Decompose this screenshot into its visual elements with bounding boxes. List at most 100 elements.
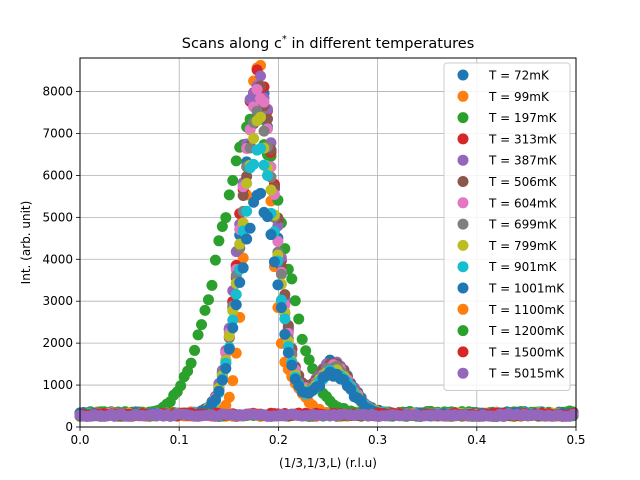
data-point — [251, 83, 263, 95]
y-tick-label: 2000 — [42, 336, 73, 350]
data-point — [289, 295, 301, 307]
data-point — [258, 125, 270, 137]
legend-marker — [457, 154, 469, 166]
data-point — [272, 235, 284, 247]
data-point — [237, 262, 249, 274]
data-point — [248, 132, 260, 144]
x-tick-label: 0.0 — [70, 433, 89, 447]
legend-label: T = 901mK — [488, 260, 558, 274]
data-point — [567, 408, 579, 420]
data-point — [237, 252, 249, 264]
legend-label: T = 5015mK — [488, 367, 565, 381]
data-point — [185, 357, 197, 369]
data-point — [255, 142, 267, 154]
data-point — [255, 111, 267, 123]
data-point — [241, 233, 253, 245]
data-point — [213, 385, 225, 397]
data-point — [227, 322, 239, 334]
data-point — [275, 268, 287, 280]
y-tick-label: 8000 — [42, 85, 73, 99]
y-tick-label: 5000 — [42, 210, 73, 224]
data-point — [209, 393, 221, 405]
data-point — [175, 380, 187, 392]
data-point — [282, 347, 294, 359]
data-point — [255, 70, 267, 82]
legend-marker — [457, 218, 469, 230]
data-point — [199, 304, 211, 316]
data-point — [216, 220, 228, 232]
data-point — [223, 391, 235, 403]
legend-marker — [457, 197, 469, 209]
legend-label: T = 1200mK — [488, 324, 565, 338]
legend-label: T = 99mK — [488, 90, 550, 104]
legend-marker — [457, 69, 469, 81]
axis-ticks: 0.0 0.1 0.2 0.3 0.4 0.5 0 1000 2000 3000 4000 5000 6… — [42, 85, 585, 447]
legend-marker — [457, 303, 469, 315]
legend-marker — [457, 176, 469, 187]
y-tick-label: 7000 — [42, 126, 73, 140]
legend-marker — [457, 367, 469, 379]
x-axis-label: (1/3,1/3,L) (r.l.u) — [279, 456, 377, 470]
y-tick-label: 0 — [65, 420, 73, 434]
data-point — [258, 96, 270, 108]
data-point — [234, 276, 246, 288]
data-point — [244, 222, 256, 234]
data-point — [202, 294, 214, 306]
data-point — [230, 299, 242, 311]
legend-label: T = 197mK — [488, 111, 558, 125]
y-tick-label: 6000 — [42, 168, 73, 182]
data-point — [227, 314, 239, 326]
data-point — [209, 254, 221, 266]
data-point — [220, 212, 232, 224]
legend: T = 72mK T = 99mK T = 197mK T = 313mK T = 38… — [443, 62, 571, 391]
chart-title-superscript: * — [282, 34, 287, 45]
legend-marker — [457, 133, 469, 145]
x-tick-label: 0.3 — [368, 433, 387, 447]
legend-label: T = 1001mK — [488, 282, 565, 296]
data-point — [296, 333, 308, 345]
y-tick-label: 4000 — [42, 252, 73, 266]
legend-marker — [457, 261, 469, 273]
data-point — [293, 313, 305, 325]
legend-label: T = 1100mK — [488, 303, 565, 317]
data-point — [265, 184, 277, 196]
data-point — [216, 374, 228, 386]
data-point — [206, 279, 218, 291]
data-point — [223, 189, 235, 201]
legend-label: T = 72mK — [488, 69, 550, 83]
data-point — [265, 229, 277, 241]
data-point — [213, 235, 225, 247]
y-tick-label: 1000 — [42, 378, 73, 392]
data-point — [230, 288, 242, 300]
data-point — [300, 345, 312, 357]
x-tick-label: 0.1 — [170, 433, 189, 447]
data-point — [241, 177, 253, 189]
legend-label: T = 506mK — [488, 175, 558, 189]
data-point — [227, 175, 239, 187]
data-point — [230, 155, 242, 167]
data-point — [248, 158, 260, 170]
data-point — [220, 362, 232, 374]
data-point — [237, 189, 249, 201]
data-point — [275, 294, 287, 306]
data-point — [303, 354, 315, 366]
legend-marker — [457, 90, 469, 102]
data-point — [286, 273, 298, 285]
data-point — [268, 256, 280, 268]
x-tick-label: 0.5 — [566, 433, 585, 447]
legend-box — [443, 62, 571, 391]
data-point — [223, 343, 235, 355]
y-axis-label: Int. (arb. unit) — [19, 201, 33, 285]
data-point — [286, 359, 298, 371]
legend-marker — [457, 112, 469, 124]
data-point — [192, 329, 204, 341]
x-tick-label: 0.2 — [269, 433, 288, 447]
data-point — [241, 205, 253, 217]
legend-marker — [457, 325, 469, 337]
chart-title-rest: in different temperatures — [287, 36, 474, 52]
data-point — [258, 159, 270, 171]
legend-marker — [457, 282, 469, 294]
legend-marker — [457, 239, 469, 251]
